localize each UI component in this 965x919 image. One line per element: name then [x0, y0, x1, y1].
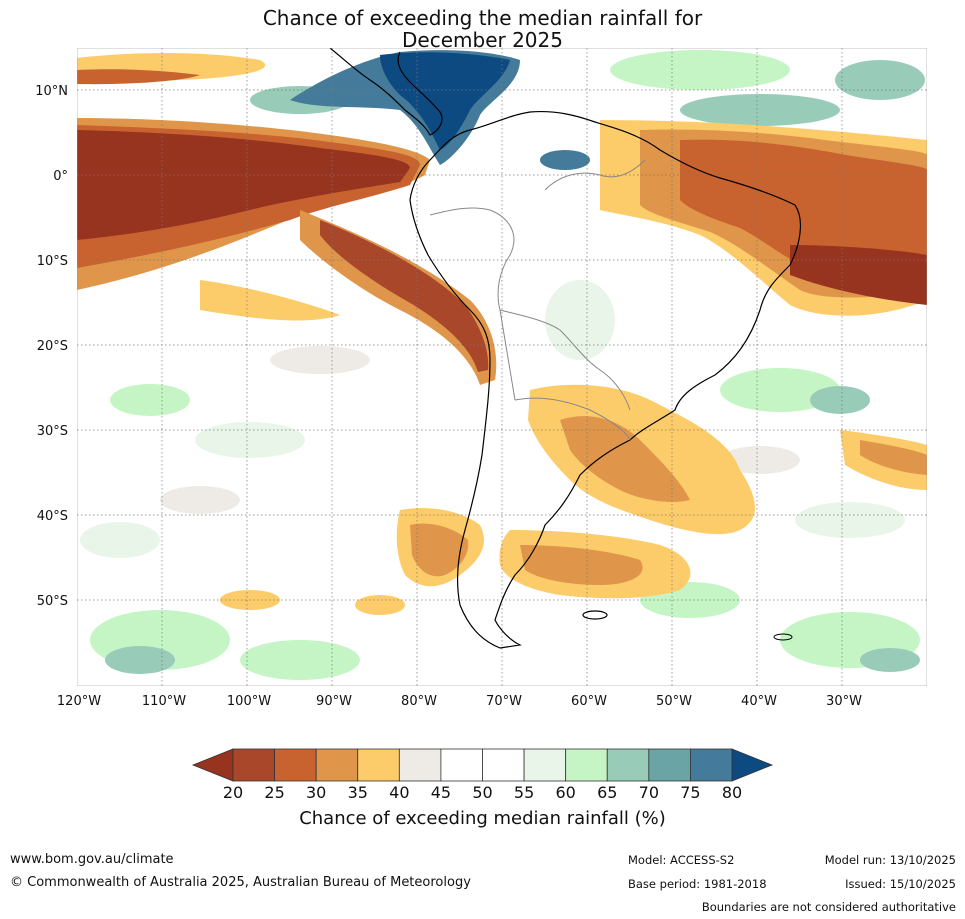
model-label: Model: ACCESS-S2: [628, 853, 735, 867]
anomaly-patch: [795, 502, 905, 538]
anomaly-patch: [680, 94, 840, 126]
anomaly-patch: [80, 522, 160, 558]
copyright-text: © Commonwealth of Australia 2025, Austra…: [10, 875, 471, 890]
anomaly-patch: [720, 446, 800, 474]
colorbar-tick-label: 45: [431, 783, 451, 802]
lat-tick-label: 40°S: [37, 509, 68, 524]
anomaly-patch: [105, 646, 175, 674]
map-panel: [77, 48, 927, 686]
lon-tick-label: 40°W: [741, 694, 777, 709]
website-link[interactable]: www.bom.gov.au/climate: [10, 852, 174, 867]
colorbar-cell: [482, 748, 525, 782]
lat-tick-label: 10°S: [37, 254, 68, 269]
lat-tick-label: 20°S: [37, 339, 68, 354]
anomaly-patch: [860, 648, 920, 672]
graticule: [77, 48, 927, 686]
dry-band: [77, 130, 410, 240]
dry-band: [790, 245, 927, 305]
colorbar-cell: [606, 748, 650, 782]
colorbar-tick-label: 75: [680, 783, 700, 802]
dry-band: [320, 220, 489, 372]
model-run-label: Model run: 13/10/2025: [824, 853, 956, 867]
colorbar-tick-label: 80: [722, 783, 742, 802]
lon-tick-label: 30°W: [826, 694, 862, 709]
colorbar-cell: [690, 748, 733, 782]
anomaly-field: [77, 50, 927, 680]
colorbar-cell: [523, 748, 567, 782]
colorbar-cell: [232, 748, 275, 782]
lon-tick-label: 50°W: [656, 694, 692, 709]
lon-tick-label: 100°W: [227, 694, 271, 709]
dry-band: [560, 416, 690, 502]
lon-tick-label: 120°W: [57, 694, 101, 709]
lon-tick-label: 110°W: [142, 694, 186, 709]
dry-band: [520, 545, 643, 585]
colorbar-cell: [648, 748, 691, 782]
anomaly-patch: [160, 486, 240, 514]
lat-tick-label: 0°: [53, 169, 68, 184]
anomaly-patch: [810, 386, 870, 414]
dry-band: [680, 139, 927, 272]
lon-tick-label: 70°W: [486, 694, 522, 709]
colorbar-tick-label: 70: [639, 783, 659, 802]
colorbar-tick-label: 60: [555, 783, 575, 802]
colorbar-cell: [274, 748, 317, 782]
colorbar-cell: [440, 748, 483, 782]
lon-tick-label: 80°W: [401, 694, 437, 709]
border-line: [544, 159, 646, 191]
lat-tick-label: 30°S: [37, 424, 68, 439]
colorbar-tick-label: 30: [306, 783, 326, 802]
wet-region: [380, 52, 510, 151]
dry-band: [860, 440, 927, 475]
lon-axis: 120°W 110°W 100°W 90°W 80°W 70°W 60°W 50…: [57, 694, 862, 709]
anomaly-patch: [720, 368, 840, 412]
colorbar-tick-label: 40: [389, 783, 409, 802]
colorbar-tick-label: 50: [472, 783, 492, 802]
dry-band: [410, 523, 469, 577]
border-line: [499, 309, 631, 411]
lon-tick-label: 60°W: [571, 694, 607, 709]
anomaly-patch: [195, 422, 305, 458]
dry-band: [200, 280, 340, 321]
colorbar-tick-label: 65: [597, 783, 617, 802]
colorbar-low-extend: [191, 748, 234, 782]
colorbar-cell: [565, 748, 608, 782]
anomaly-patch: [835, 60, 925, 100]
colorbar-high-extend: [731, 748, 774, 782]
disclaimer-text: Boundaries are not considered authoritat…: [701, 900, 956, 914]
south-america-coastline: [409, 110, 801, 649]
anomaly-patch: [270, 346, 370, 374]
colorbar-tick-label: 35: [348, 783, 368, 802]
anomaly-patch: [610, 50, 790, 90]
map-title-line-1: Chance of exceeding the median rainfall …: [262, 6, 703, 30]
lat-tick-label: 10°N: [35, 84, 68, 99]
lon-tick-label: 90°W: [316, 694, 352, 709]
colorbar-tick-label: 20: [223, 783, 243, 802]
lat-tick-label: 50°S: [37, 594, 68, 609]
border-line: [514, 397, 631, 441]
anomaly-patch: [545, 280, 615, 360]
colorbar-cell: [315, 748, 359, 782]
country-borders: [429, 159, 646, 441]
central-america-coastline: [329, 48, 443, 136]
border-line: [499, 309, 516, 401]
colorbar-title: Chance of exceeding median rainfall (%): [299, 808, 666, 829]
south-georgia: [773, 633, 793, 641]
issued-label: Issued: 15/10/2025: [845, 877, 956, 891]
colorbar-cell: [398, 748, 442, 782]
dry-band: [77, 69, 200, 85]
colorbar-tick-label: 55: [514, 783, 534, 802]
colorbar-cell: [357, 748, 400, 782]
anomaly-patch: [240, 640, 360, 680]
colorbar: 20 25 30 35 40 45 50 55 60 65 70 75 80: [191, 748, 774, 802]
wet-region: [540, 150, 590, 170]
border-line: [429, 207, 515, 311]
falkland-islands: [582, 610, 608, 620]
lat-axis: 10°N 0° 10°S 20°S 30°S 40°S 50°S: [35, 84, 68, 609]
anomaly-patch: [110, 384, 190, 416]
dry-band: [355, 595, 405, 615]
base-period-label: Base period: 1981-2018: [628, 877, 767, 891]
colorbar-tick-label: 25: [264, 783, 284, 802]
